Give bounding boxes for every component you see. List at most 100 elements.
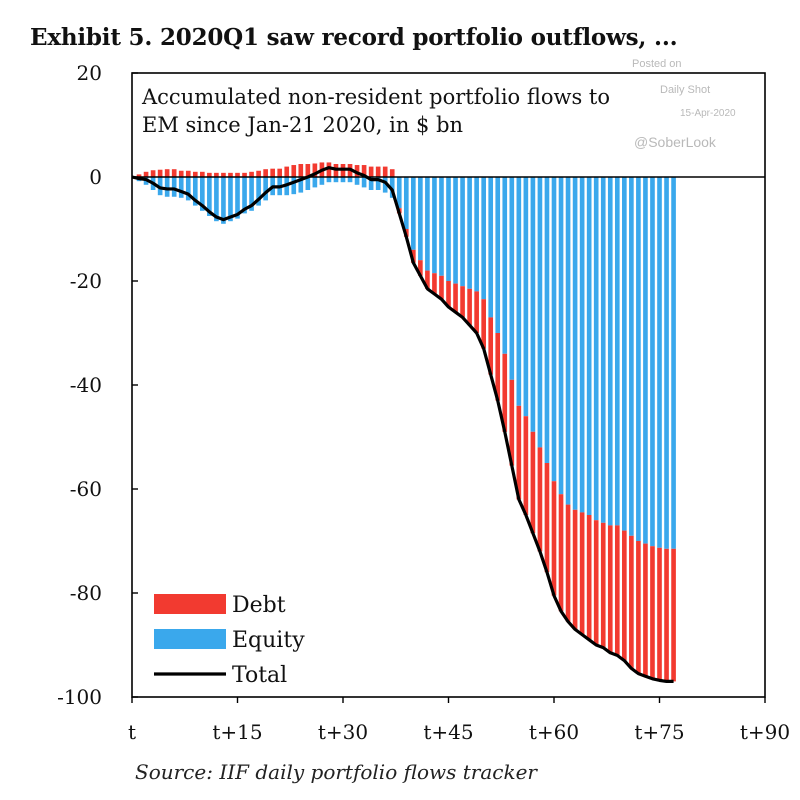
debt-bar xyxy=(164,169,170,177)
debt-bar xyxy=(586,515,592,640)
equity-bar xyxy=(558,177,564,495)
equity-bar xyxy=(439,177,444,276)
equity-bar xyxy=(164,177,170,197)
debt-bar xyxy=(214,172,219,177)
debt-bar xyxy=(453,283,458,313)
debt-bar xyxy=(488,317,494,375)
y-tick-label: -20 xyxy=(70,269,102,293)
y-tick-label: -80 xyxy=(70,581,102,605)
equity-bar xyxy=(361,177,367,188)
debt-bar xyxy=(185,170,191,177)
equity-bar xyxy=(185,177,191,201)
debt-bar xyxy=(593,520,599,645)
debt-bar xyxy=(312,163,318,177)
y-tick-label: 20 xyxy=(77,61,102,85)
equity-bar xyxy=(207,177,212,216)
equity-bar xyxy=(516,177,522,406)
total-line xyxy=(131,166,674,684)
debt-bar xyxy=(425,270,430,289)
debt-bar xyxy=(558,494,564,612)
equity-bar xyxy=(544,177,550,463)
equity-bar xyxy=(432,177,437,274)
equity-bar xyxy=(192,177,198,206)
equity-bar xyxy=(586,177,592,515)
equity-bar xyxy=(579,177,585,513)
debt-bar xyxy=(502,353,508,432)
debt-bar xyxy=(221,172,226,177)
debt-bar xyxy=(614,525,620,656)
equity-bar xyxy=(664,177,669,549)
chart-title: Exhibit 5. 2020Q1 saw record portfolio o… xyxy=(30,24,678,51)
equity-bar xyxy=(214,177,219,222)
equity-bar xyxy=(326,177,332,183)
equity-bar xyxy=(340,177,346,183)
equity-bar xyxy=(333,177,339,183)
debt-bar xyxy=(235,172,240,177)
equity-bar xyxy=(622,177,627,531)
equity-bar xyxy=(396,177,402,209)
equity-bar xyxy=(425,177,430,271)
equity-bar xyxy=(171,177,177,197)
debt-bar xyxy=(572,509,578,630)
debt-bar xyxy=(432,273,437,294)
debt-bar xyxy=(481,299,486,349)
equity-bar xyxy=(256,177,261,206)
equity-bar xyxy=(523,177,529,417)
equity-bar xyxy=(235,177,240,219)
debt-bar xyxy=(284,166,290,177)
debt-bar xyxy=(192,171,198,177)
debt-bar xyxy=(136,174,142,177)
debt-bar xyxy=(551,481,557,596)
debt-bar xyxy=(664,548,669,682)
equity-bar xyxy=(551,177,557,482)
x-tick-label: t+75 xyxy=(634,720,684,744)
equity-bar xyxy=(249,177,254,211)
debt-bar xyxy=(277,168,283,177)
equity-bar xyxy=(671,177,676,549)
debt-bar xyxy=(361,165,367,177)
debt-bar xyxy=(270,168,275,177)
x-tick-label: t+30 xyxy=(318,720,368,744)
debt-bar xyxy=(446,281,451,307)
equity-bar xyxy=(453,177,458,284)
equity-bar xyxy=(200,177,205,211)
debt-bar xyxy=(326,162,332,177)
debt-bar xyxy=(509,379,515,466)
equity-bar xyxy=(636,177,641,541)
equity-bar xyxy=(298,177,304,193)
debt-bar xyxy=(636,541,641,674)
debt-bar xyxy=(242,172,247,177)
debt-bar xyxy=(368,166,374,177)
equity-bar xyxy=(305,177,311,190)
watermark-posted-on: Posted on xyxy=(632,58,682,70)
debt-bar xyxy=(530,431,536,534)
equity-bar xyxy=(481,177,486,300)
equity-bar xyxy=(495,177,501,333)
watermark-date: 15-Apr-2020 xyxy=(680,108,736,119)
debt-bar xyxy=(607,525,613,653)
debt-bar xyxy=(178,170,184,177)
debt-bar xyxy=(150,170,156,177)
debt-bar xyxy=(200,171,205,177)
equity-bar xyxy=(403,177,409,229)
chart-subtitle-line2: EM since Jan-21 2020, in $ bn xyxy=(142,113,463,137)
equity-bar xyxy=(263,177,268,201)
y-axis-ticks: 20 0 -20 -40 -60 -80 -100 xyxy=(57,61,138,709)
debt-bar xyxy=(382,166,388,177)
equity-bar xyxy=(593,177,599,521)
equity-bar xyxy=(228,177,233,222)
y-tick-label: -60 xyxy=(70,477,102,501)
debt-bar xyxy=(439,275,444,300)
debt-bar xyxy=(171,169,177,177)
chart-subtitle-line1: Accumulated non-resident portfolio flows… xyxy=(141,85,610,109)
equity-bar xyxy=(411,177,416,250)
y-tick-label: -100 xyxy=(57,685,102,709)
x-tick-label: t+45 xyxy=(423,720,473,744)
equity-bar xyxy=(600,177,606,523)
watermark-handle: @SoberLook xyxy=(634,134,716,150)
debt-bar xyxy=(256,170,261,177)
debt-bar xyxy=(143,171,149,177)
equity-bar xyxy=(347,177,353,183)
debt-bar xyxy=(523,416,529,515)
